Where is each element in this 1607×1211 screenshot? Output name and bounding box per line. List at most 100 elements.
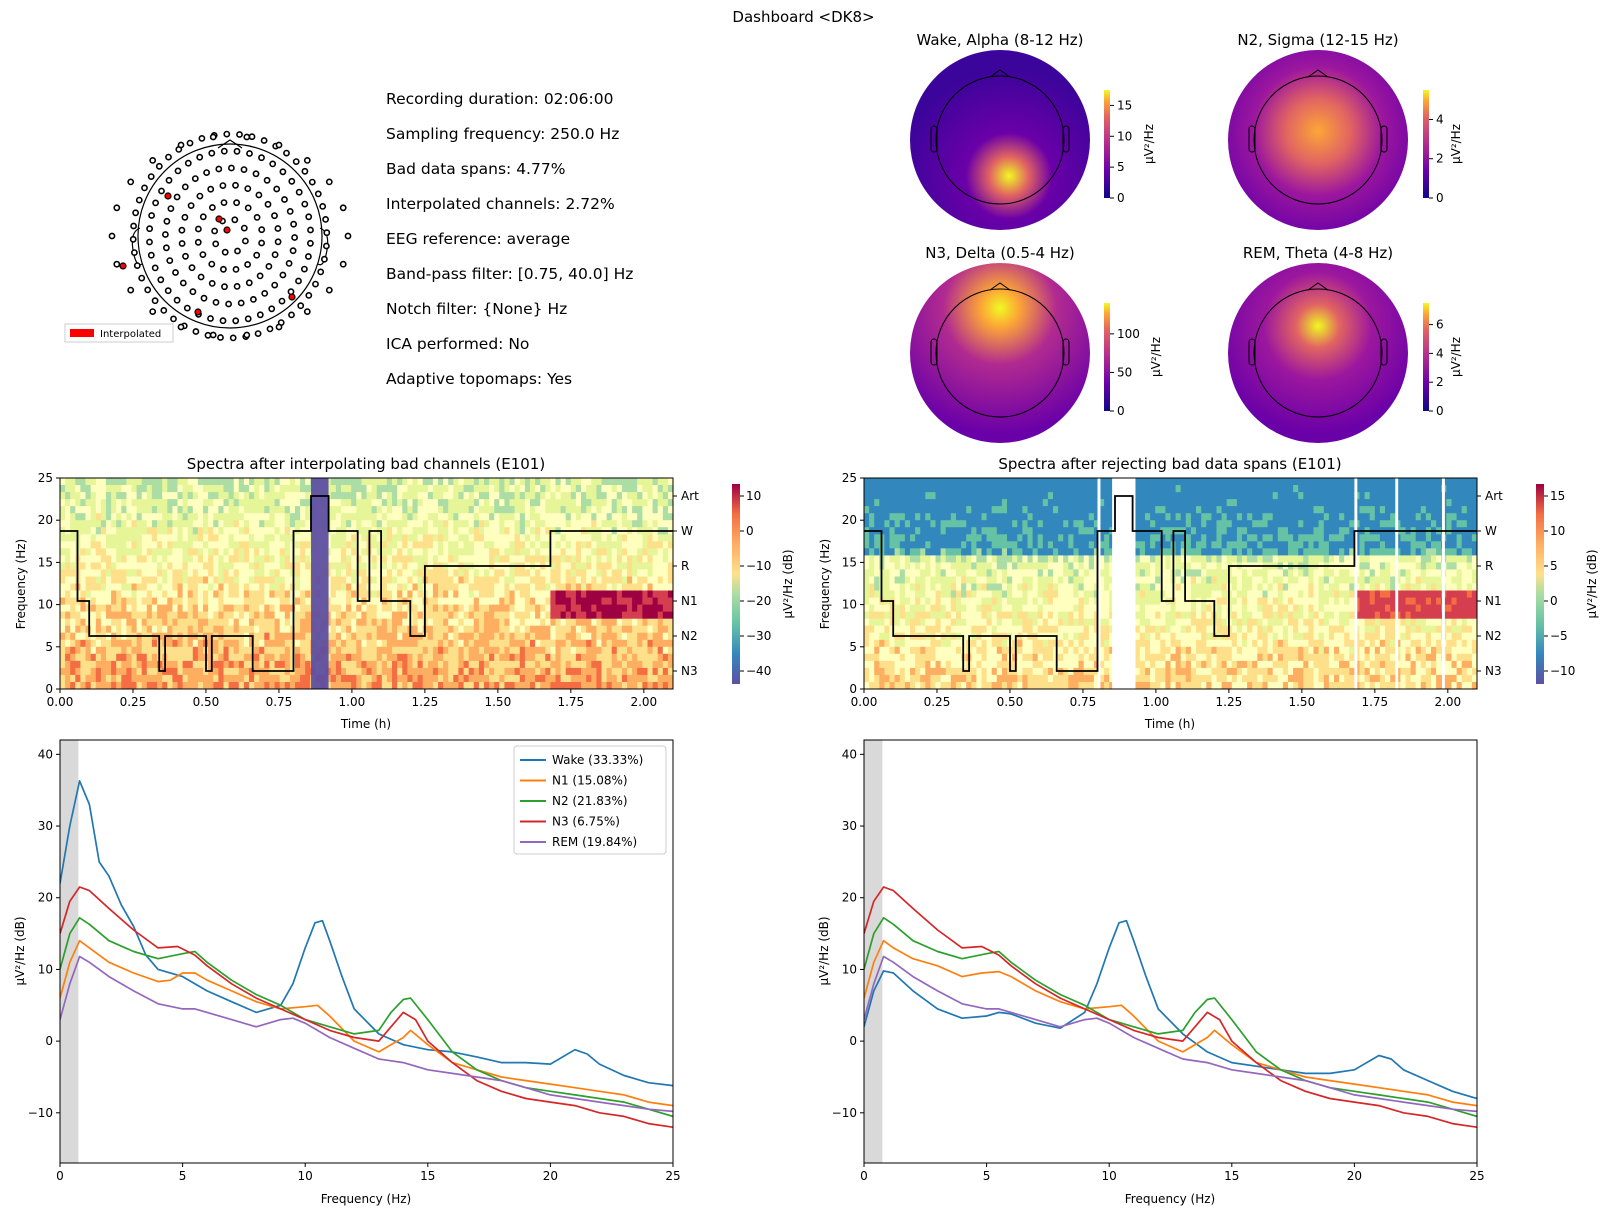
spectrogram-cell xyxy=(243,576,250,585)
spectrogram-cell xyxy=(1017,499,1023,507)
spectrogram-cell xyxy=(182,653,189,662)
spectrogram-cell xyxy=(616,506,623,514)
spectrogram-cell xyxy=(121,618,127,627)
spectrogram-cell xyxy=(330,485,337,493)
spectrogram-cell xyxy=(509,548,516,556)
spectrogram-cell xyxy=(601,597,608,606)
spectrogram-cell xyxy=(616,604,623,613)
spectrogram-cell xyxy=(264,485,270,493)
sensor xyxy=(286,207,294,215)
spectrogram-cell xyxy=(550,674,557,683)
spectrogram-cell xyxy=(131,674,138,683)
spectrogram-cell xyxy=(397,682,403,689)
spectrogram-cell xyxy=(468,555,475,563)
spectrogram-cell xyxy=(1032,597,1039,606)
spectrogram-cell xyxy=(652,485,659,493)
spectrogram-cell xyxy=(346,576,352,585)
spectrogram-cell xyxy=(254,562,260,570)
spectrogram-cell xyxy=(167,625,173,634)
spectrogram-cell xyxy=(243,618,250,627)
spectrogram-cell xyxy=(575,597,582,606)
spectrogram-cell xyxy=(555,513,562,521)
spectrogram-cell xyxy=(238,646,245,655)
spectrogram-cell xyxy=(141,576,148,585)
spectrogram-cell xyxy=(945,562,952,570)
spectrogram-cell xyxy=(228,611,235,620)
spectrogram-cell xyxy=(141,541,148,549)
spectrogram-cell xyxy=(884,485,891,493)
spectrogram-cell xyxy=(894,625,901,634)
spectrogram-cell xyxy=(575,583,582,592)
spectrogram-cell xyxy=(879,478,885,486)
spectrogram-cell xyxy=(971,653,977,662)
spectrogram-cell xyxy=(228,541,235,549)
spectrogram-cell xyxy=(60,632,66,641)
spectrogram-cell xyxy=(889,513,896,521)
spectrogram-cell xyxy=(381,478,388,486)
spectrogram-cell xyxy=(238,478,245,486)
spectrogram-cell xyxy=(976,506,983,514)
spectrogram-cell xyxy=(657,583,664,592)
sensor xyxy=(113,204,121,212)
spectrogram-cell xyxy=(1012,562,1018,570)
info-interpolated-channels: Interpolated channels: 2.72% xyxy=(386,195,615,213)
spectrogram-cell xyxy=(524,646,531,655)
spectrogram-cell xyxy=(300,618,306,627)
spectrogram-cell xyxy=(935,548,942,556)
spectrogram-cell xyxy=(223,576,230,585)
spectrogram-cell xyxy=(392,562,398,570)
spectrogram-cell xyxy=(90,569,97,577)
spectrogram-cell xyxy=(874,667,880,676)
spectrogram-cell xyxy=(884,506,891,514)
spectrogram-cell xyxy=(621,639,628,648)
spectrogram-cell xyxy=(601,534,608,542)
spectrogram-cell xyxy=(524,506,531,514)
spectrogram-cell xyxy=(203,548,209,556)
spectrogram-cell xyxy=(509,667,516,676)
colorbar-tick-label: 50 xyxy=(1117,365,1132,379)
spectrogram-cell xyxy=(1037,682,1044,689)
spectrogram-cell xyxy=(991,682,998,689)
spectrogram-cell xyxy=(1012,548,1018,556)
spectrogram-cell xyxy=(438,674,444,683)
spectrogram-cell xyxy=(499,485,505,493)
spectrogram-cell xyxy=(889,555,896,563)
spectrogram-cell xyxy=(930,485,937,493)
spectrogram-cell xyxy=(111,534,117,542)
spectrogram-cell xyxy=(151,604,158,613)
spectrogram-cell xyxy=(269,534,276,542)
spectrogram-cell xyxy=(956,660,962,669)
spectrogram-cell xyxy=(330,478,337,486)
spectrogram-cell xyxy=(75,478,81,486)
spectrogram-cell xyxy=(330,569,337,577)
spectrogram-cell xyxy=(509,541,516,549)
spectrogram-cell xyxy=(146,682,153,689)
spectrogram-cell xyxy=(289,492,296,500)
spectrogram-cell xyxy=(458,639,465,648)
spectrogram-cell xyxy=(85,590,92,599)
spectrogram-cell xyxy=(499,569,505,577)
spectrogram-cell xyxy=(116,625,122,634)
spectrogram-cell xyxy=(555,485,562,493)
spectrogram-cell xyxy=(366,660,373,669)
spectrogram-cell xyxy=(621,562,628,570)
spectrogram-cell xyxy=(519,485,526,493)
spectrogram-cell xyxy=(484,583,490,592)
spectrogram-cell xyxy=(95,597,102,606)
spectrogram-cell xyxy=(300,674,306,683)
spectrogram-cell xyxy=(611,590,618,599)
spectrogram-cell xyxy=(279,520,286,528)
spectrogram-cell xyxy=(981,527,988,535)
spectrogram-cell xyxy=(494,534,500,542)
spectrogram-cell xyxy=(950,478,957,486)
spectrogram-cell xyxy=(1022,541,1029,549)
spectrogram-cell xyxy=(632,590,638,599)
spectrogram-cell xyxy=(131,513,138,521)
spectrogram-cell xyxy=(1042,478,1049,486)
spectrogram-cell xyxy=(335,576,342,585)
spectrogram-cell xyxy=(945,674,952,683)
spectrogram-cell xyxy=(70,520,76,528)
spectrogram-cell xyxy=(667,646,673,655)
spectrogram-cell xyxy=(80,541,87,549)
spectrogram-cell xyxy=(565,660,572,669)
